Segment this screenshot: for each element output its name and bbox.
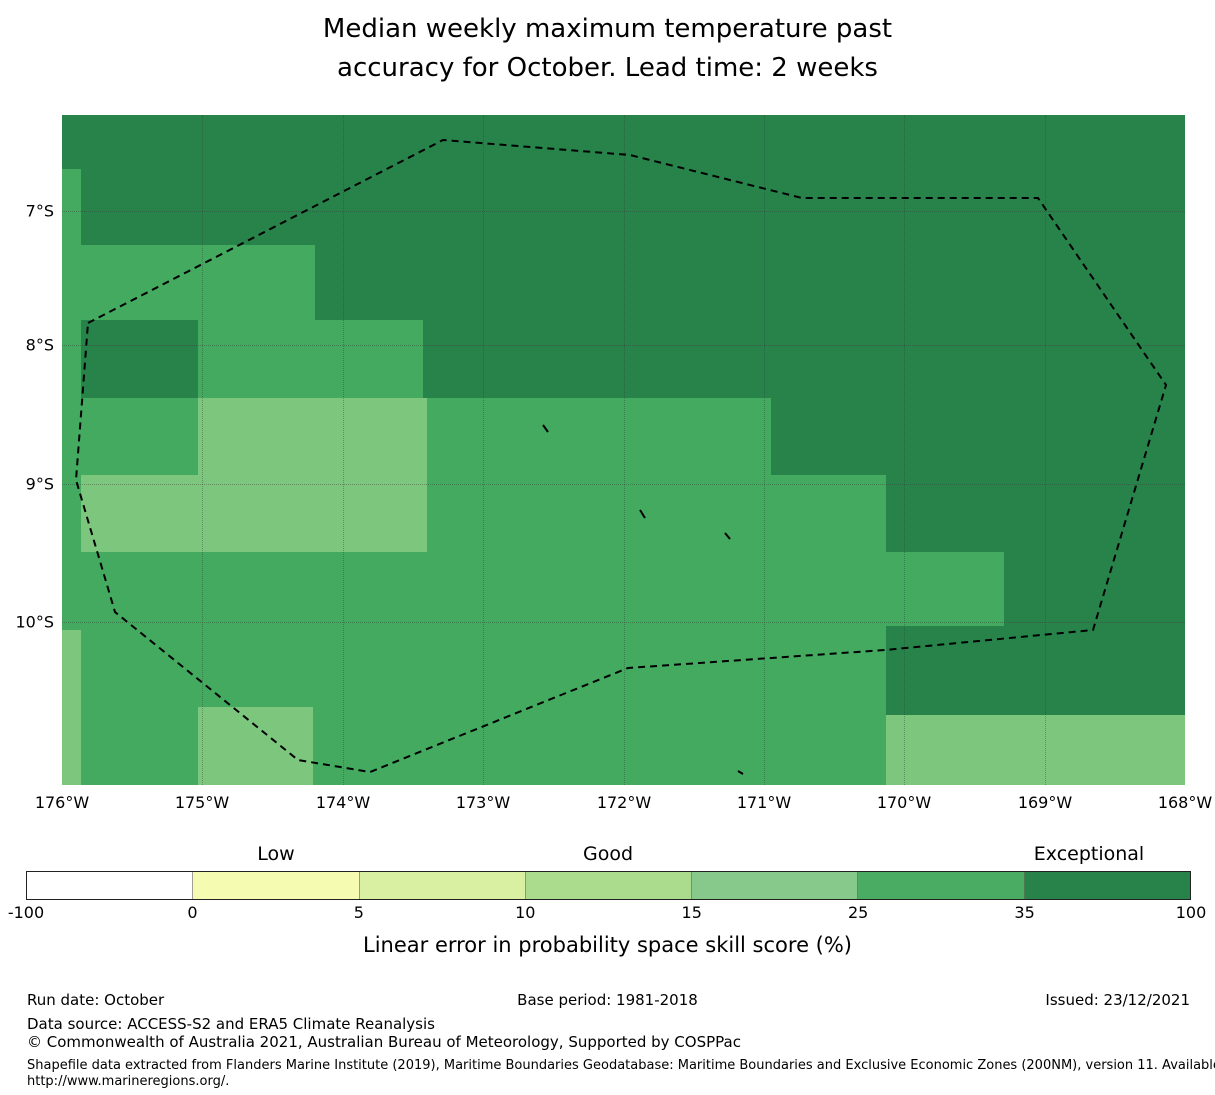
map-cell-dark <box>81 169 315 245</box>
colorbar-zone-label-exceptional: Exceptional <box>1033 843 1145 865</box>
x-tick-label: 175°W <box>174 793 230 812</box>
x-tick-label: 172°W <box>596 793 652 812</box>
colorbar-segment <box>692 872 859 899</box>
longitude-gridline <box>483 115 484 785</box>
y-tick-label: 10°S <box>15 612 54 632</box>
map-cell-dark <box>81 320 198 398</box>
colorbar-tick-label: 10 <box>515 903 536 922</box>
map-cell-light <box>198 707 313 785</box>
colorbar-tick-label: 35 <box>1014 903 1035 922</box>
chart-title-line1: Median weekly maximum temperature past <box>322 14 893 44</box>
colorbar-segment <box>1024 872 1190 899</box>
map-cell-light <box>198 398 427 552</box>
skill-map <box>62 115 1185 785</box>
map-cell-dark <box>886 320 1185 552</box>
map-cell-dark <box>1004 552 1185 626</box>
colorbar-tick-label: 100 <box>1175 903 1207 922</box>
map-cell-dark <box>771 398 886 475</box>
latitude-gridline <box>62 345 1185 346</box>
colorbar-tick-label: 5 <box>353 903 364 922</box>
colorbar-tick-label: 25 <box>847 903 869 922</box>
y-tick-label: 7°S <box>25 201 54 221</box>
colorbar-segment <box>525 872 693 899</box>
x-tick-label: 174°W <box>315 793 371 812</box>
colorbar-tick-label: -100 <box>7 903 45 922</box>
base-period-label: Base period: 1981-2018 <box>517 991 698 1009</box>
latitude-gridline <box>62 211 1185 212</box>
colorbar-tick-label: 15 <box>681 903 702 922</box>
x-tick-label: 176°W <box>34 793 90 812</box>
x-tick-label: 168°W <box>1157 793 1213 812</box>
island-mark <box>542 424 549 433</box>
map-cell-dark <box>423 320 886 398</box>
y-tick-label: 9°S <box>25 474 54 494</box>
island-mark <box>724 532 731 540</box>
island-mark <box>639 509 646 519</box>
colorbar-caption: Linear error in probability space skill … <box>363 933 852 957</box>
longitude-gridline <box>904 115 905 785</box>
chart-title: Median weekly maximum temperature past a… <box>0 10 1215 88</box>
map-cell-dark <box>62 115 1185 169</box>
longitude-gridline <box>624 115 625 785</box>
colorbar-segment <box>193 872 360 899</box>
longitude-gridline <box>764 115 765 785</box>
map-cell-light <box>62 630 81 785</box>
copyright-label: © Commonwealth of Australia 2021, Austra… <box>27 1033 741 1051</box>
longitude-gridline <box>343 115 344 785</box>
longitude-gridline <box>202 115 203 785</box>
chart-title-line2: accuracy for October. Lead time: 2 weeks <box>337 53 878 83</box>
x-tick-label: 173°W <box>455 793 511 812</box>
eez-boundary-overlay <box>74 138 1168 775</box>
map-cell-dark <box>315 169 1185 320</box>
run-date-label: Run date: October <box>27 991 165 1009</box>
y-tick-label: 8°S <box>25 335 54 355</box>
colorbar-segment <box>858 872 1025 899</box>
map-cell-light <box>886 715 1185 785</box>
eez-boundary-line <box>74 138 1168 774</box>
colorbar-zone-label-good: Good <box>582 843 634 865</box>
shapefile-note-line2: http://www.marineregions.org/. <box>27 1074 230 1089</box>
colorbar-segment <box>359 872 526 899</box>
island-mark <box>737 770 744 775</box>
x-tick-label: 171°W <box>736 793 792 812</box>
colorbar <box>26 871 1191 900</box>
latitude-gridline <box>62 484 1185 485</box>
shapefile-note-line1: Shapefile data extracted from Flanders M… <box>27 1058 1215 1073</box>
data-source-label: Data source: ACCESS-S2 and ERA5 Climate … <box>27 1015 435 1033</box>
latitude-gridline <box>62 622 1185 623</box>
colorbar-tick-label: 0 <box>187 903 198 922</box>
x-tick-label: 169°W <box>1017 793 1073 812</box>
colorbar-segment <box>27 872 194 899</box>
map-cell-dark <box>886 626 1185 715</box>
longitude-gridline <box>1045 115 1046 785</box>
colorbar-zone-label-low: Low <box>257 843 295 865</box>
issued-label: Issued: 23/12/2021 <box>1045 991 1190 1009</box>
x-tick-label: 170°W <box>876 793 932 812</box>
map-cell-light <box>81 475 198 552</box>
